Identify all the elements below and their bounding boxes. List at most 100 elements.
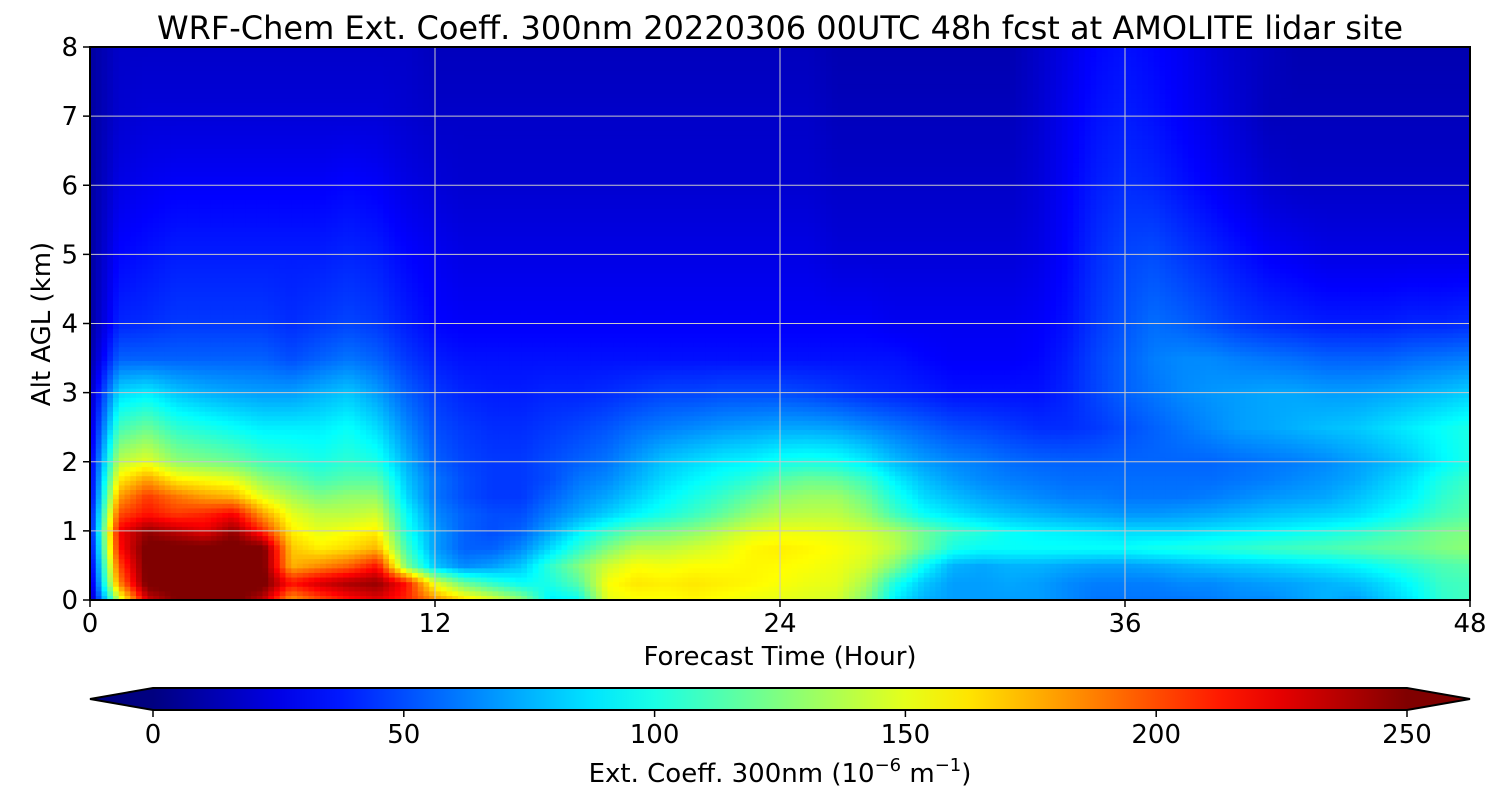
heat-cell [176, 535, 182, 540]
heat-cell [792, 517, 798, 522]
heat-cell [343, 545, 349, 550]
heat-cell [792, 549, 798, 554]
heat-cell [337, 522, 343, 527]
heat-cell [993, 522, 999, 527]
heat-cell [999, 563, 1005, 568]
heat-cell [602, 572, 608, 577]
heat-cell [107, 586, 113, 591]
heat-cell [918, 586, 924, 591]
heat-cell [475, 508, 481, 513]
heat-cell [700, 591, 706, 596]
heat-cell [395, 563, 401, 568]
heat-cell [849, 559, 855, 564]
heat-cell [872, 582, 878, 587]
heat-cell [567, 591, 573, 596]
heat-cell [1441, 572, 1447, 577]
heat-cell [642, 512, 648, 517]
heat-cell [234, 522, 240, 527]
heat-cell [1401, 568, 1407, 573]
heat-cell [1338, 517, 1344, 522]
heat-cell [234, 563, 240, 568]
heat-cell [728, 572, 734, 577]
heat-cell [648, 559, 654, 564]
heat-cell [1321, 586, 1327, 591]
heat-cell [705, 568, 711, 573]
heat-cell [797, 540, 803, 545]
heat-cell [1114, 540, 1120, 545]
heat-cell [677, 586, 683, 591]
heat-cell [717, 591, 723, 596]
heat-cell [705, 531, 711, 536]
heat-cell [107, 535, 113, 540]
heat-cell [527, 503, 533, 508]
heat-cell [832, 531, 838, 536]
heat-cell [1418, 540, 1424, 545]
heat-cell [527, 568, 533, 573]
heat-cell [1068, 572, 1074, 577]
heat-cell [947, 582, 953, 587]
heat-cell [1102, 549, 1108, 554]
heat-cell [1349, 517, 1355, 522]
heat-cell [544, 545, 550, 550]
heat-cell [855, 572, 861, 577]
heat-cell [119, 535, 125, 540]
heat-cell [309, 531, 315, 536]
heat-cell [159, 512, 165, 517]
heat-cell [1355, 531, 1361, 536]
heat-cell [861, 503, 867, 508]
heat-cell [1361, 577, 1367, 582]
heat-cell [1344, 559, 1350, 564]
heat-cell [1292, 559, 1298, 564]
heat-cell [924, 540, 930, 545]
heat-cell [1125, 522, 1131, 527]
heat-cell [1257, 572, 1263, 577]
heat-cell [171, 540, 177, 545]
heat-cell [441, 577, 447, 582]
heat-cell [1056, 582, 1062, 587]
heat-cell [1039, 577, 1045, 582]
heat-cell [1263, 540, 1269, 545]
heat-cell [1177, 503, 1183, 508]
heat-cell [303, 586, 309, 591]
heat-cell [280, 531, 286, 536]
heat-cell [1010, 508, 1016, 513]
heat-cell [866, 535, 872, 540]
heat-cell [769, 568, 775, 573]
heat-cell [717, 559, 723, 564]
heat-cell [286, 554, 292, 559]
heat-cell [527, 591, 533, 596]
heat-cell [912, 582, 918, 587]
heat-cell [487, 517, 493, 522]
heat-cell [355, 540, 361, 545]
heat-cell [1148, 563, 1154, 568]
heat-cell [297, 522, 303, 527]
heat-cell [1257, 512, 1263, 517]
heat-cell [740, 540, 746, 545]
heat-cell [884, 535, 890, 540]
heat-cell [1303, 554, 1309, 559]
heat-cell [941, 508, 947, 513]
heat-cell [935, 512, 941, 517]
heat-cell [309, 545, 315, 550]
heat-cell [412, 512, 418, 517]
heat-cell [527, 545, 533, 550]
heat-cell [1142, 522, 1148, 527]
heat-cell [579, 586, 585, 591]
heat-cell [613, 517, 619, 522]
heat-cell [102, 563, 108, 568]
heat-cell [596, 512, 602, 517]
heat-cell [1211, 586, 1217, 591]
heat-cell [263, 535, 269, 540]
heat-cell [590, 549, 596, 554]
heat-cell [378, 540, 384, 545]
heat-cell [424, 535, 430, 540]
heat-cell [1177, 549, 1183, 554]
heat-cell [1108, 517, 1114, 522]
heat-cell [1079, 508, 1085, 513]
heat-cell [487, 503, 493, 508]
heat-cell [1252, 508, 1258, 513]
heat-cell [320, 572, 326, 577]
heat-cell [1252, 517, 1258, 522]
heat-cell [855, 577, 861, 582]
heat-cell [901, 554, 907, 559]
